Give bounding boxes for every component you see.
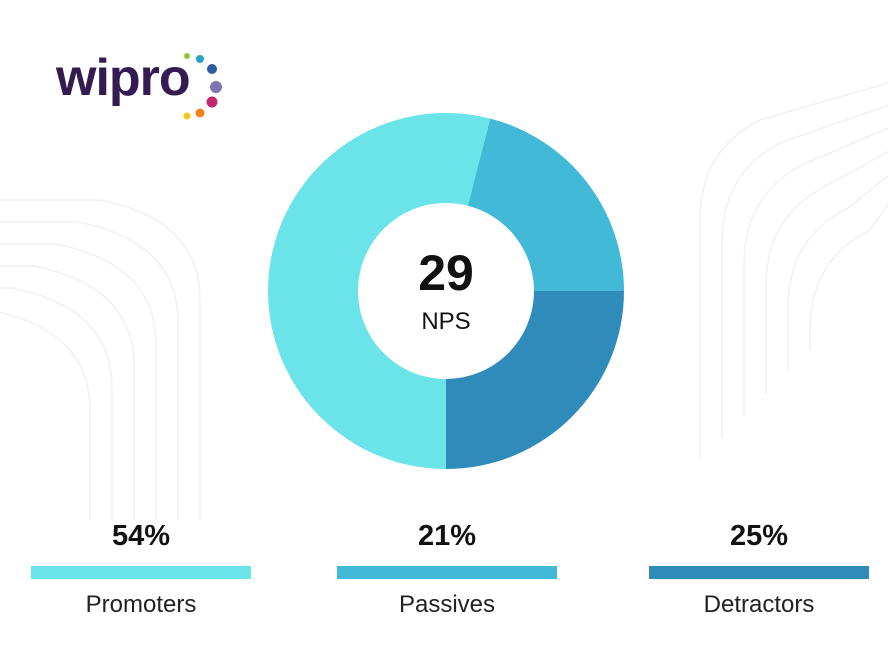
legend-passives: 21% Passives [337,520,557,619]
detractors-bar [649,566,869,579]
logo-text: wipro [56,49,191,107]
logo-dots [183,53,222,120]
background-line [699,82,888,460]
logo-dot [196,55,204,63]
background-line [765,150,888,394]
logo-dot [210,81,222,93]
logo-dot [183,112,191,120]
passives-percent: 21% [417,520,477,552]
legend-detractors: 25% Detractors [649,520,869,619]
promoters-bar [31,566,251,579]
legend-promoters: 54% Promoters [31,520,251,619]
promoters-label: Promoters [85,591,197,618]
donut-slice-promoters [267,112,491,469]
background-line [0,221,179,520]
donut-slice-detractors [446,291,624,469]
passives-label: Passives [398,591,496,618]
background-line [0,265,135,520]
logo-dot [195,108,205,118]
background-line [743,127,888,416]
detractors-label: Detractors [703,591,815,618]
background-line [0,243,157,520]
background-line [787,175,888,372]
detractors-percent: 25% [729,520,789,552]
nps-label: NPS [421,308,471,335]
passives-bar [337,566,557,579]
background-line [721,104,888,438]
logo-dot [207,64,217,74]
background-line [0,311,91,520]
logo-dot [206,96,218,108]
background-line [0,287,113,520]
donut-slice-passives [467,118,624,291]
background-line [809,202,888,350]
promoters-percent: 54% [111,520,171,552]
logo-dot [184,53,190,59]
background-line [0,199,201,520]
nps-value: 29 [418,245,474,301]
